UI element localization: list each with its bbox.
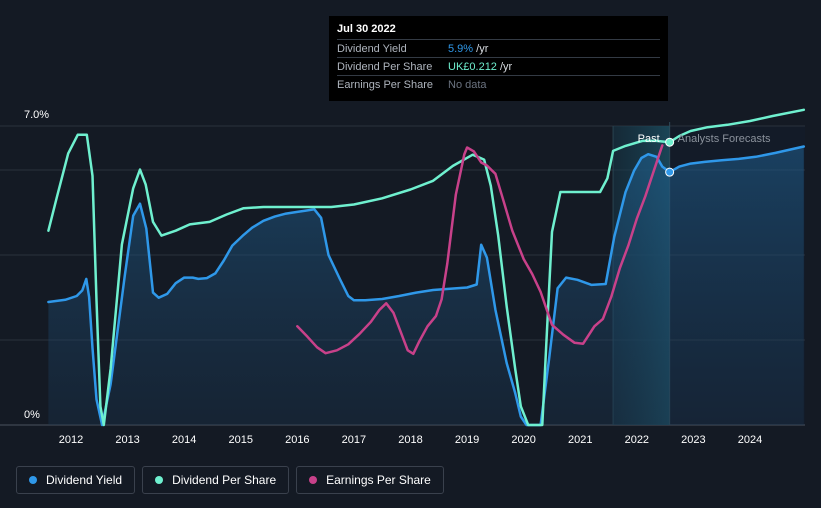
y-tick-label: 0% (24, 409, 40, 421)
x-tick-label: 2023 (681, 434, 705, 446)
legend-dot-icon (309, 476, 318, 484)
x-tick-label: 2022 (625, 434, 649, 446)
series-line-dividend-yield (47, 152, 671, 427)
tooltip-value: UK£0.212 (448, 60, 497, 73)
tooltip-row-dividend-per-share: Dividend Per Share UK£0.212 /yr (337, 57, 660, 75)
tooltip: Jul 30 2022 Dividend Yield 5.9% /yr Divi… (329, 16, 668, 101)
chart: Past Analysts Forecasts 7.0% 0% 2012 2013 2014… (0, 108, 806, 446)
tooltip-row-earnings-per-share: Earnings Per Share No data (337, 75, 660, 93)
legend: Dividend Yield Dividend Per Share Earnin… (16, 466, 444, 494)
x-tick-label: 2017 (342, 434, 366, 446)
x-tick-label: 2018 (398, 434, 422, 446)
x-tick-label: 2021 (568, 434, 592, 446)
series-line-earnings-per-share (296, 144, 664, 356)
legend-label: Dividend Yield (46, 473, 123, 487)
legend-label: Earnings Per Share (326, 473, 431, 487)
legend-dot-icon (29, 476, 37, 484)
tooltip-value: 5.9% (448, 42, 474, 55)
x-tick-label: 2013 (115, 434, 139, 446)
tooltip-suffix: /yr (473, 42, 489, 55)
x-tick-label: 2024 (738, 434, 762, 446)
tooltip-label: Earnings Per Share (337, 78, 433, 91)
tooltip-suffix: /yr (496, 60, 513, 73)
y-tick-label: 7.0% (24, 109, 49, 121)
legend-item-earnings-per-share[interactable]: Earnings Per Share (296, 466, 444, 494)
series-line-dividend-per-share-forecast (668, 108, 806, 144)
marker-dividend-per-share (665, 137, 675, 147)
marker-dividend-yield (665, 167, 675, 177)
series-area (669, 146, 804, 425)
forecast-label: Analysts Forecasts (678, 133, 771, 145)
tooltip-row-dividend-yield: Dividend Yield 5.9% /yr (337, 39, 660, 57)
series-line-dividend-per-share (47, 133, 671, 427)
x-tick-label: 2016 (285, 434, 309, 446)
legend-label: Dividend Per Share (172, 473, 277, 487)
tooltip-date: Jul 30 2022 (337, 23, 396, 35)
tooltip-label: Dividend Per Share (337, 60, 433, 73)
x-tick-label: 2020 (511, 434, 535, 446)
x-tick-label: 2019 (455, 434, 479, 446)
tooltip-value: No data (448, 78, 487, 91)
series-area (48, 154, 670, 425)
legend-item-dividend-yield[interactable]: Dividend Yield (16, 466, 136, 494)
x-tick-label: 2014 (172, 434, 196, 446)
x-tick-label: 2012 (59, 434, 83, 446)
legend-item-dividend-per-share[interactable]: Dividend Per Share (142, 466, 290, 494)
past-label: Past (638, 133, 660, 145)
tooltip-label: Dividend Yield (337, 42, 407, 55)
series-line-dividend-yield-forecast (668, 145, 806, 174)
x-tick-label: 2015 (229, 434, 253, 446)
legend-dot-icon (155, 476, 164, 484)
